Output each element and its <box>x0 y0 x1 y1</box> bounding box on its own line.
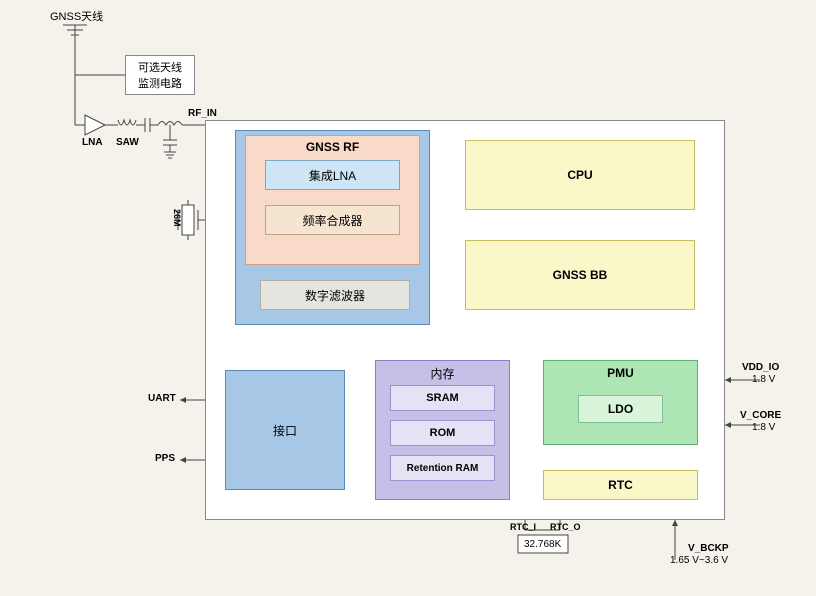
antenna-monitor-box: 可选天线 监测电路 <box>125 55 195 95</box>
rtc-o-label: RTC_O <box>550 522 581 532</box>
rf-in-label: RF_IN <box>188 108 217 119</box>
saw-label: SAW <box>116 137 139 148</box>
rtc-box: RTC <box>543 470 698 500</box>
interface-label: 接口 <box>273 422 297 439</box>
vdd-io-l1: VDD_IO <box>742 362 779 373</box>
lna-ext-label: LNA <box>82 137 103 148</box>
sram-box: SRAM <box>390 385 495 411</box>
crystal-26m-label: 26M <box>172 209 182 227</box>
digital-filter-box: 数字滤波器 <box>260 280 410 310</box>
rtc-i-label: RTC_I <box>510 522 536 532</box>
vbckp-l2: 1.65 V~3.6 V <box>670 555 728 566</box>
vdd-io-l2: 1.8 V <box>752 374 775 385</box>
rom-label: ROM <box>430 427 456 439</box>
integrated-lna-label: 集成LNA <box>309 167 356 184</box>
memory-title: 内存 <box>430 365 454 382</box>
gnss-bb-box: GNSS BB <box>465 240 695 310</box>
vcore-l2: 1.8 V <box>752 422 775 433</box>
antenna-monitor-l1: 可选天线 <box>138 59 182 75</box>
interface-box: 接口 <box>225 370 345 490</box>
freq-synth-box: 频率合成器 <box>265 205 400 235</box>
antenna-monitor-l2: 监测电路 <box>138 75 182 91</box>
cpu-box: CPU <box>465 140 695 210</box>
gnss-rf-title: GNSS RF <box>306 140 359 154</box>
retention-box: Retention RAM <box>390 455 495 481</box>
ldo-box: LDO <box>578 395 663 423</box>
sram-label: SRAM <box>426 392 458 404</box>
vcore-l1: V_CORE <box>740 410 781 421</box>
integrated-lna-box: 集成LNA <box>265 160 400 190</box>
freq-synth-label: 频率合成器 <box>302 212 362 229</box>
pps-label: PPS <box>155 453 175 464</box>
pmu-label: PMU <box>607 366 634 380</box>
gnss-bb-label: GNSS BB <box>553 268 608 282</box>
ldo-label: LDO <box>608 402 633 416</box>
rtc-label: RTC <box>608 478 633 492</box>
retention-label: Retention RAM <box>407 463 479 474</box>
gnss-rf-inner: GNSS RF <box>245 135 420 265</box>
uart-label: UART <box>148 393 176 404</box>
gnss-antenna-label: GNSS天线 <box>50 8 103 24</box>
cpu-label: CPU <box>567 168 592 182</box>
digital-filter-label: 数字滤波器 <box>305 287 365 304</box>
rom-box: ROM <box>390 420 495 446</box>
rtc-crystal-label: 32.768K <box>524 539 561 550</box>
vbckp-l1: V_BCKP <box>688 543 729 554</box>
